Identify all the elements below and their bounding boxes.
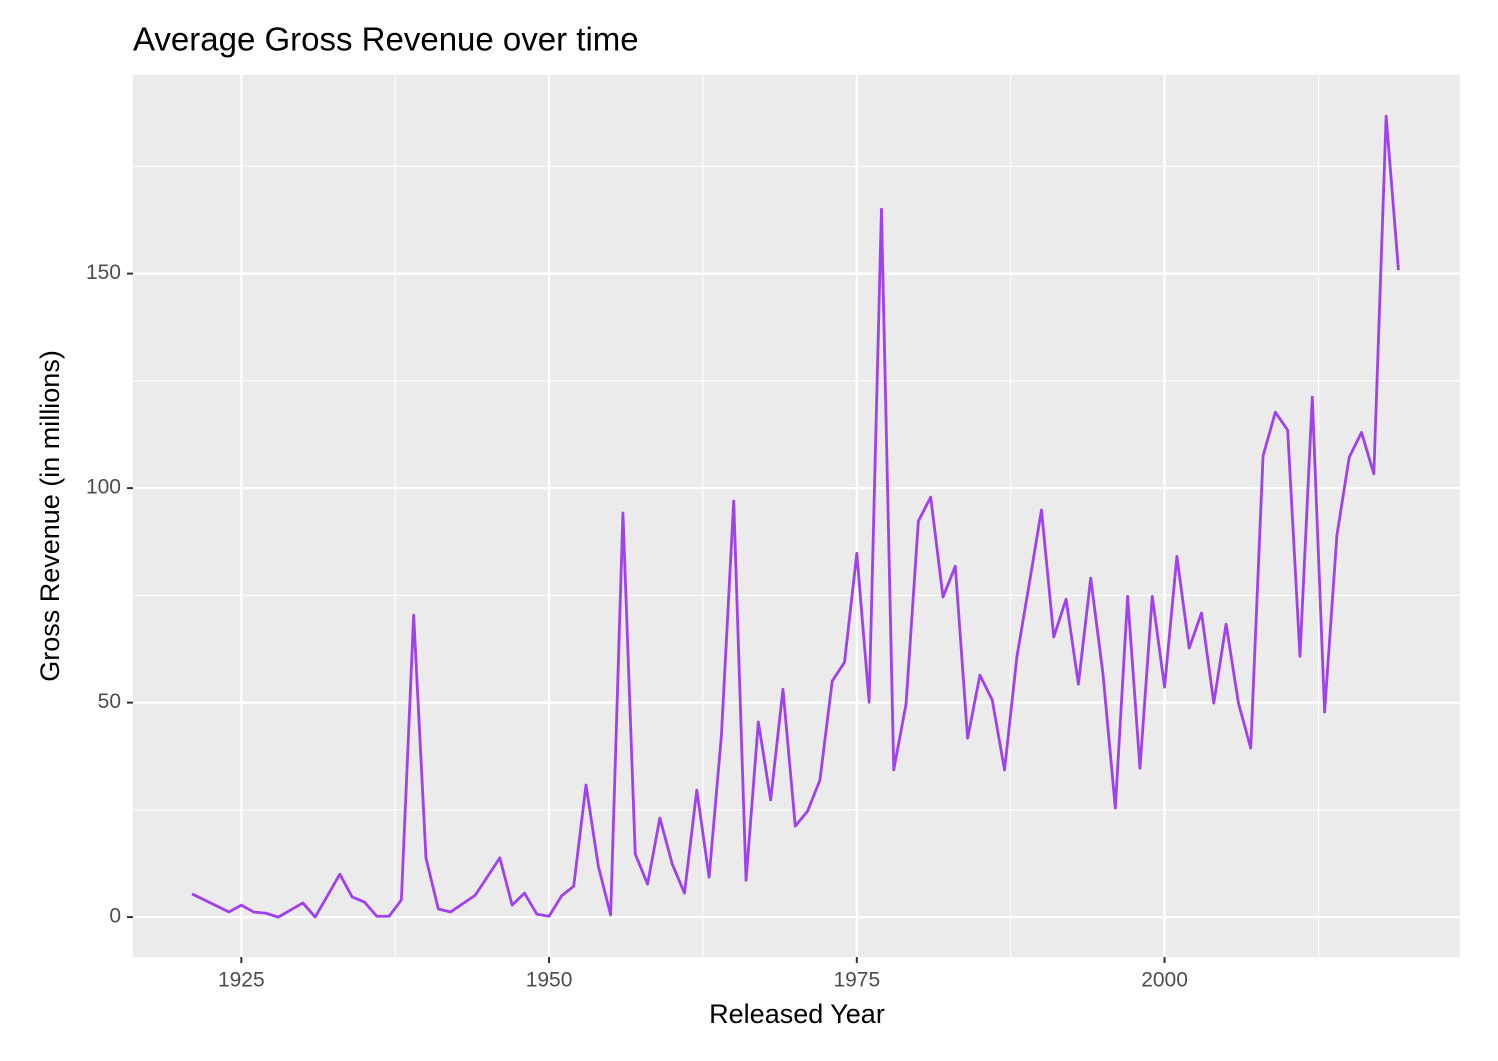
x-axis-label: Released Year (709, 999, 885, 1029)
x-tick-label: 1975 (833, 969, 880, 992)
x-tick-label: 1925 (218, 969, 265, 992)
y-axis-label: Gross Revenue (in millions) (35, 350, 65, 682)
chart-title: Average Gross Revenue over time (133, 21, 639, 58)
x-tick-label: 1950 (526, 969, 573, 992)
y-tick-label: 150 (86, 261, 121, 284)
grid (133, 75, 1460, 957)
line-series (191, 114, 1400, 919)
y-tick-label: 0 (109, 905, 121, 928)
x-tick-label: 2000 (1141, 969, 1188, 992)
y-tick-label: 100 (86, 476, 121, 499)
marks (191, 114, 1400, 919)
y-tick-label: 50 (98, 690, 121, 713)
